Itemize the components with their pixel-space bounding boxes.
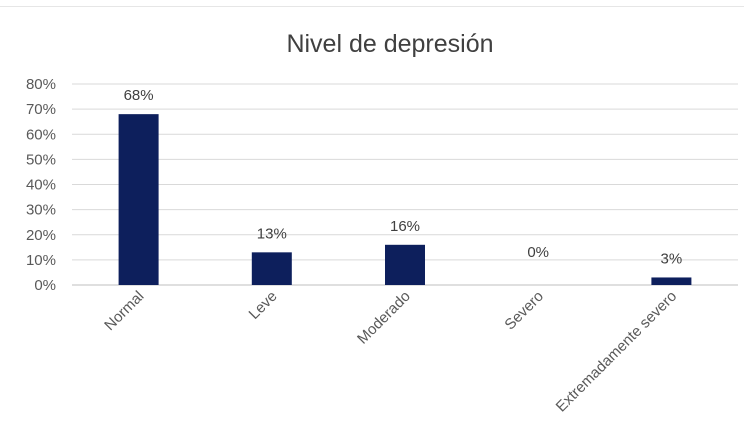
y-tick-label: 0% xyxy=(34,277,56,294)
bar xyxy=(385,244,425,285)
chart-title: Nivel de depresión xyxy=(286,30,494,58)
bar xyxy=(251,252,292,285)
data-label: 0% xyxy=(527,244,549,261)
bar xyxy=(118,114,159,286)
y-tick-label: 30% xyxy=(26,202,56,219)
data-label: 13% xyxy=(257,225,287,242)
x-tick-label: Moderado xyxy=(354,288,414,348)
y-tick-label: 40% xyxy=(26,177,56,194)
y-tick-label: 10% xyxy=(26,252,56,269)
x-tick-label: Leve xyxy=(246,288,281,323)
bar xyxy=(651,277,692,285)
x-tick-label: Extremadamente severo xyxy=(553,288,681,416)
x-tick-label: Normal xyxy=(101,288,147,334)
data-label: 3% xyxy=(661,250,683,267)
data-label: 68% xyxy=(124,87,154,104)
top-divider xyxy=(0,6,744,7)
y-tick-label: 20% xyxy=(26,227,56,244)
y-tick-label: 60% xyxy=(26,126,56,143)
data-label: 16% xyxy=(390,218,420,235)
y-tick-label: 80% xyxy=(26,76,56,93)
x-tick-label: Severo xyxy=(501,288,547,334)
y-tick-label: 50% xyxy=(26,151,56,168)
y-tick-label: 70% xyxy=(26,101,56,118)
